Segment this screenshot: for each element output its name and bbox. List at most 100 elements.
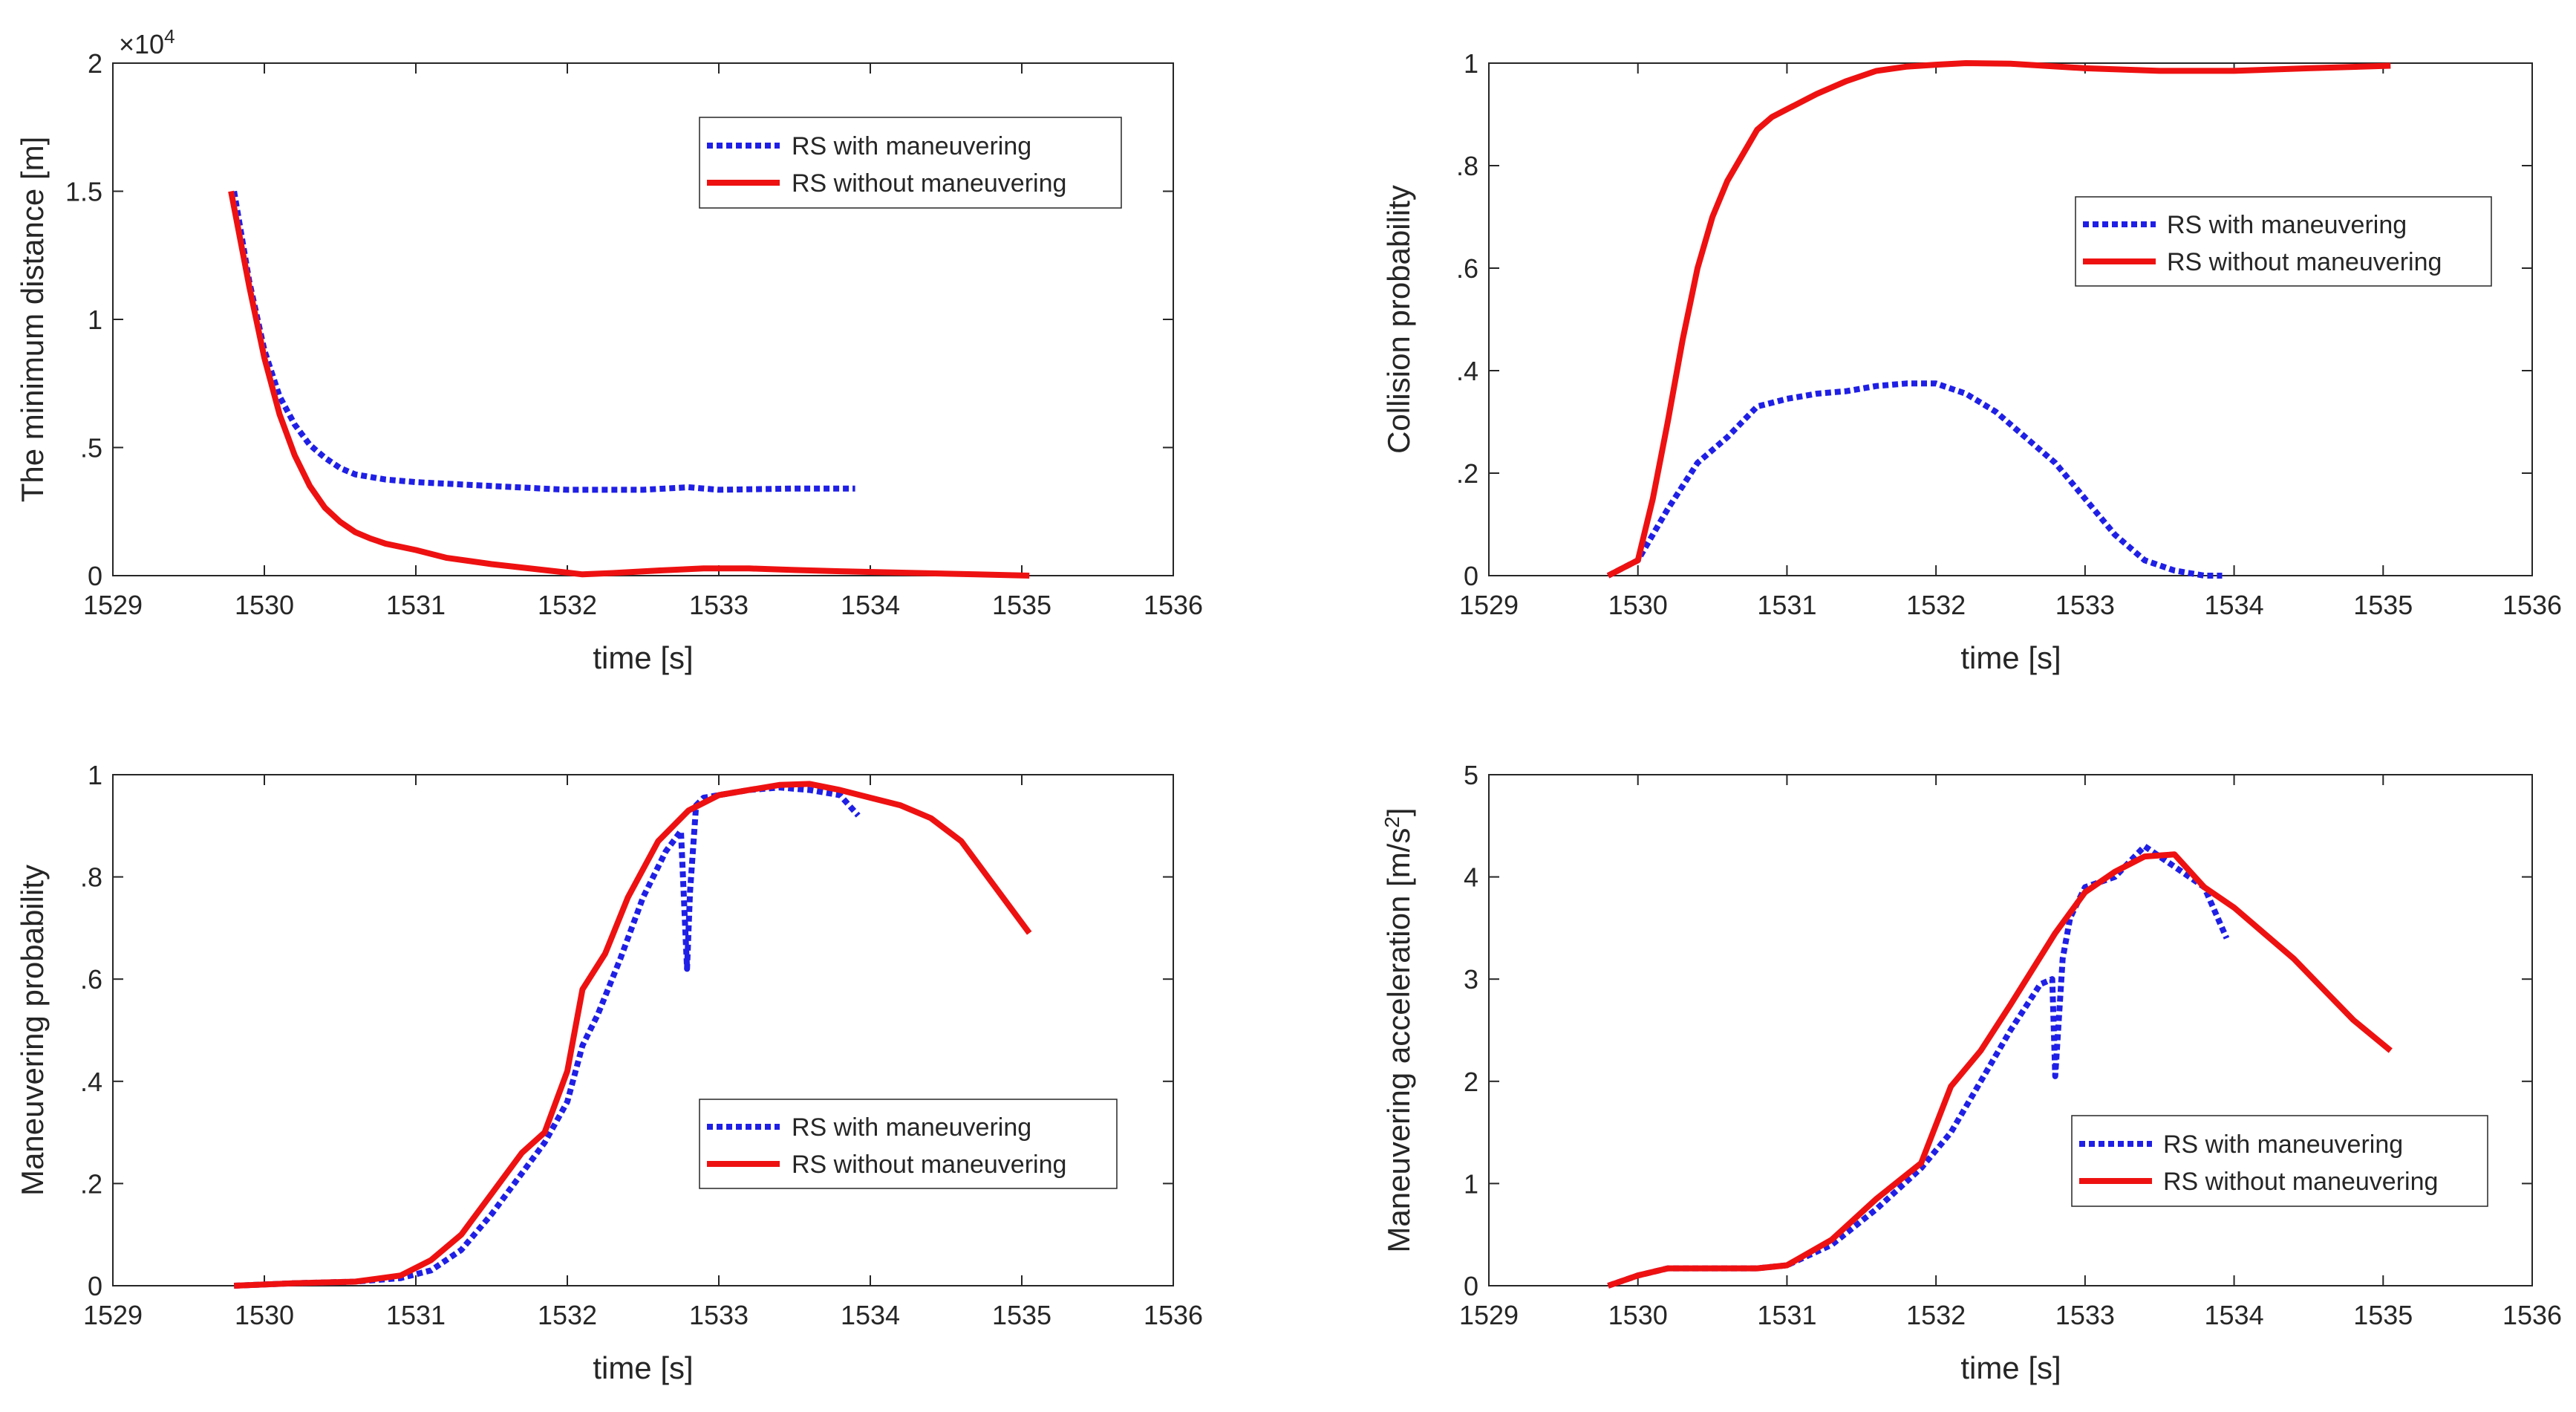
chart-collision-probability: 1529 1530 1531 1532 1533 1534 1535 1536 0 .2 .4 .6.… — [1381, 48, 2562, 675]
y-tick-label: .5 — [80, 433, 102, 463]
y-tick-label: 0 — [88, 561, 102, 591]
legend-box — [2075, 196, 2492, 287]
legend-label-with-maneuvering: RS with maneuvering — [2163, 1130, 2403, 1159]
y-tick-label: 2 — [1464, 1067, 1478, 1097]
legend-label-without-maneuvering: RS without maneuvering — [2163, 1168, 2438, 1196]
y-tick-label: .2 — [80, 1168, 102, 1199]
y-scale-factor: ×104 — [119, 25, 175, 59]
ticks: 1529 1530 1531 1532 1533 1534 1535 1536 0 .2 .4 .6.… — [1456, 48, 2562, 620]
plot-lines — [1607, 843, 2393, 1289]
y-axis-label-main: Maneuvering acceleration [m/s — [1381, 828, 1416, 1253]
y-axis-label: Collision probability — [1381, 185, 1416, 454]
x-tick-label: 1531 — [386, 590, 446, 620]
x-axis-label: time [s] — [593, 640, 693, 675]
plot-area — [112, 774, 1174, 1286]
legend: RS with maneuvering RS without maneuveri… — [2075, 196, 2492, 287]
y-tick-label: 5 — [1464, 760, 1478, 790]
y-tick-label: 1 — [88, 305, 102, 335]
x-tick-label: 1535 — [2353, 1300, 2413, 1330]
y-tick-label: 0 — [1464, 561, 1478, 591]
x-tick-label: 1533 — [689, 590, 749, 620]
plot-lines — [234, 781, 1032, 1289]
ticks: 1529 1530 1531 1532 1533 1534 1535 1536 0 .2 .4 .6.… — [80, 760, 1203, 1330]
series-line-with-maneuvering — [1606, 380, 2223, 579]
y-tick-label: .8 — [80, 862, 102, 893]
plot-area — [1488, 62, 2533, 576]
y-axis-label: The minimum distance [m] — [15, 137, 50, 502]
x-tick-label: 1529 — [83, 590, 143, 620]
y-tick-label: 4 — [1464, 862, 1478, 893]
x-tick-label: 1533 — [2055, 590, 2115, 620]
chart-maneuvering-acceleration: 1529 1530 1531 1532 1533 1534 1535 1536 0 1 2 3 4 5 t… — [1380, 760, 2562, 1385]
x-tick-label: 1536 — [1144, 1300, 1203, 1330]
y-tick-label: .4 — [1456, 356, 1478, 386]
x-tick-label: 1531 — [386, 1300, 446, 1330]
y-tick-label: 0 — [88, 1271, 102, 1301]
x-tick-label: 1529 — [1459, 1300, 1519, 1330]
y-scale-base: ×10 — [119, 29, 164, 59]
y-tick-label: 3 — [1464, 964, 1478, 995]
series-line-without-maneuvering — [1606, 60, 2391, 579]
x-tick-label: 1532 — [1906, 590, 1966, 620]
y-tick-label: 2 — [88, 48, 102, 79]
y-tick-label: .2 — [1456, 458, 1478, 489]
legend-label-with-maneuvering: RS with maneuvering — [2167, 211, 2407, 239]
legend: RS with maneuvering RS without maneuveri… — [2071, 1115, 2488, 1207]
x-tick-label: 1531 — [1757, 590, 1816, 620]
ticks: 1529 1530 1531 1532 1533 1534 1535 1536 0 .5 1 1.5 2 — [65, 48, 1203, 620]
series-line-without-maneuvering — [234, 781, 1032, 1289]
x-tick-label: 1530 — [1608, 1300, 1668, 1330]
x-tick-label: 1535 — [992, 590, 1051, 620]
y-tick-label: .6 — [80, 964, 102, 995]
ticks: 1529 1530 1531 1532 1533 1534 1535 1536 0 1 2 3 4 5 — [1459, 760, 2562, 1330]
legend-box — [699, 1099, 1118, 1189]
x-tick-label: 1530 — [235, 590, 294, 620]
x-tick-label: 1535 — [2353, 590, 2413, 620]
legend: RS with maneuvering RS without maneuveri… — [699, 117, 1122, 209]
series-line-without-maneuvering — [1607, 851, 2393, 1289]
x-tick-label: 1536 — [2502, 590, 2562, 620]
x-tick-label: 1531 — [1757, 1300, 1816, 1330]
series-line-without-maneuvering — [228, 190, 1030, 579]
x-tick-label: 1534 — [2205, 1300, 2264, 1330]
legend-label-without-maneuvering: RS without maneuvering — [792, 169, 1066, 198]
legend-label-without-maneuvering: RS without maneuvering — [792, 1151, 1066, 1179]
x-axis-label: time [s] — [1960, 640, 2061, 675]
y-tick-label: 1 — [1464, 1168, 1478, 1199]
x-tick-label: 1529 — [1459, 590, 1519, 620]
x-tick-label: 1536 — [2502, 1300, 2562, 1330]
y-tick-label: .4 — [80, 1067, 102, 1097]
x-tick-label: 1530 — [1608, 590, 1668, 620]
legend: RS with maneuvering RS without maneuveri… — [699, 1099, 1118, 1189]
x-tick-label: 1533 — [2055, 1300, 2115, 1330]
x-tick-label: 1530 — [235, 1300, 294, 1330]
x-tick-label: 1534 — [2205, 590, 2264, 620]
x-tick-label: 1532 — [1906, 1300, 1966, 1330]
x-axis-label: time [s] — [593, 1350, 693, 1385]
x-tick-label: 1529 — [83, 1300, 143, 1330]
x-tick-label: 1533 — [689, 1300, 749, 1330]
legend-box — [699, 117, 1122, 209]
x-tick-label: 1535 — [992, 1300, 1051, 1330]
y-axis-label: Maneuvering acceleration [m/s2] — [1380, 807, 1416, 1252]
y-tick-label: .6 — [1456, 253, 1478, 284]
plot-lines — [228, 190, 1030, 579]
x-tick-label: 1532 — [538, 1300, 597, 1330]
x-tick-label: 1536 — [1144, 590, 1203, 620]
x-tick-label: 1532 — [538, 590, 597, 620]
y-axis-label: Maneuvering probability — [15, 865, 50, 1196]
y-tick-label: 1 — [88, 760, 102, 790]
legend-label-with-maneuvering: RS with maneuvering — [792, 1113, 1031, 1142]
plot-lines — [1606, 60, 2391, 579]
y-axis-label-end: ] — [1381, 807, 1416, 816]
legend-label-without-maneuvering: RS without maneuvering — [2167, 248, 2442, 276]
x-tick-label: 1534 — [841, 590, 900, 620]
y-tick-label: 1 — [1464, 48, 1478, 79]
series-line-with-maneuvering — [231, 190, 855, 493]
legend-label-with-maneuvering: RS with maneuvering — [792, 132, 1031, 160]
x-axis-label: time [s] — [1960, 1350, 2061, 1385]
y-tick-label: 1.5 — [65, 177, 102, 207]
chart-min-distance: 1529 1530 1531 1532 1533 1534 1535 1536 0 .5 1 1.5 2… — [15, 25, 1203, 675]
chart-maneuvering-probability: 1529 1530 1531 1532 1533 1534 1535 1536 0 .2 .4 .6.… — [15, 760, 1203, 1385]
